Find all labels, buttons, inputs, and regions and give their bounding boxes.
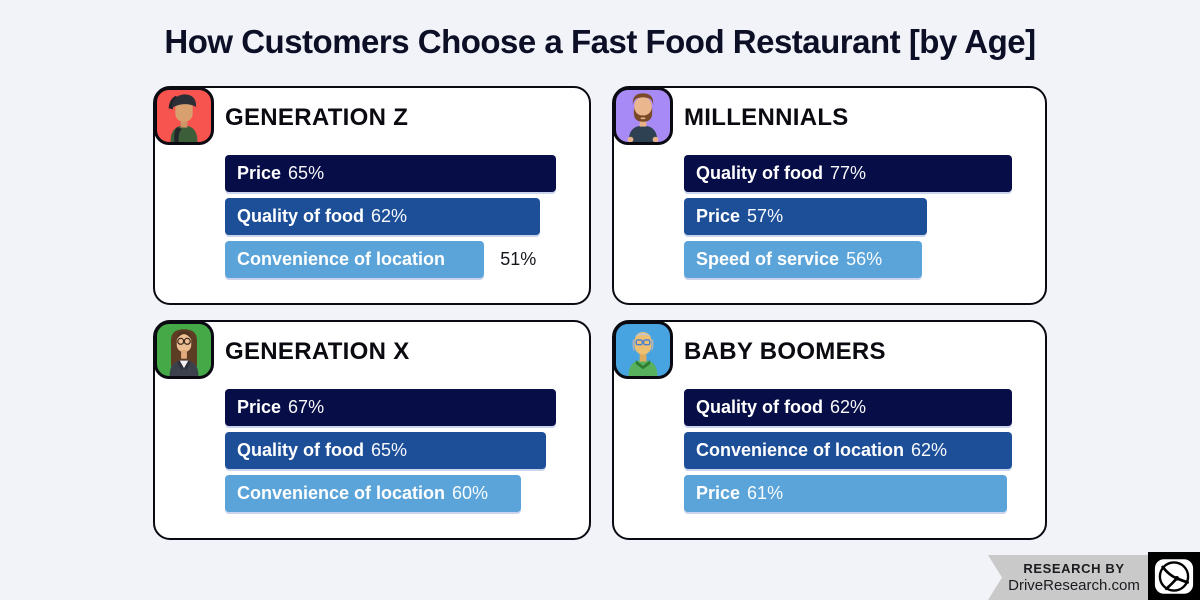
- panel-baby-boomers: BABY BOOMERS Quality of food 62% 62% Con…: [612, 320, 1047, 540]
- young-man-backwards-cap-avatar-icon: [168, 94, 198, 142]
- research-by-ribbon: RESEARCH BY DriveResearch.com: [988, 555, 1148, 600]
- older-man-glasses-avatar-icon: [628, 332, 658, 376]
- bar-value: 65%: [288, 163, 325, 183]
- panel-millennials: MILLENNIALS Quality of food 77% 77% Pric…: [612, 86, 1047, 305]
- bar-value: 77%: [829, 163, 867, 183]
- bar-label: Speed of service: [696, 249, 840, 269]
- drive-research-wheel-logo-icon: [1154, 558, 1194, 594]
- drive-research-logo: [1148, 552, 1200, 600]
- bars-generation-x: Price 67% 67% Quality of food 65% 65% Co…: [225, 389, 573, 518]
- bar-row: Speed of service 56% 56%: [684, 241, 1029, 278]
- panel-title-generation-x: GENERATION X: [225, 338, 410, 365]
- bar: Quality of food 62%: [225, 198, 541, 235]
- bar-label: Quality of food: [237, 206, 364, 226]
- bar-row: Convenience of location 51% 51%: [225, 241, 573, 278]
- bar-label: Quality of food: [696, 397, 823, 417]
- panel-title-millennials: MILLENNIALS: [684, 104, 849, 131]
- page-title: How Customers Choose a Fast Food Restaur…: [164, 23, 1036, 60]
- bar-row: Convenience of location 60% 60%: [225, 475, 573, 512]
- bar-value: 61%: [747, 483, 784, 503]
- bar: Speed of service 56%: [684, 241, 923, 278]
- panel-generation-x: GENERATION X Price 67% 67% Quality of fo…: [153, 320, 591, 540]
- panel-title-generation-z: GENERATION Z: [225, 104, 409, 131]
- bar-row: Convenience of location 62% 62%: [684, 432, 1029, 469]
- bar-value-outside: 51%: [500, 249, 537, 269]
- bar-value: 56%: [846, 249, 883, 269]
- bar-value: 57%: [747, 206, 784, 226]
- bar: Convenience of location 62%: [684, 432, 1012, 469]
- bar-label: Price: [237, 163, 282, 183]
- bar-label: Price: [696, 206, 741, 226]
- bar: Price 67%: [225, 389, 556, 426]
- panels-grid: GENERATION Z Price 65% 65% Quality of fo…: [153, 86, 1047, 540]
- panel-title-baby-boomers: BABY BOOMERS: [684, 338, 886, 365]
- bar-row: Quality of food 62% 62%: [225, 198, 573, 235]
- bar-label: Convenience of location: [237, 483, 446, 503]
- bar-label: Convenience of location: [237, 249, 446, 269]
- bearded-man-avatar-icon: [627, 93, 659, 142]
- bar-value: 62%: [370, 206, 408, 226]
- bar-row: Quality of food 62% 62%: [684, 389, 1029, 426]
- bar-row: Price 65% 65%: [225, 155, 573, 192]
- bar-value: 65%: [370, 440, 408, 460]
- footer: RESEARCH BY DriveResearch.com: [988, 552, 1200, 600]
- research-by-label: RESEARCH BY: [1023, 560, 1125, 576]
- bar-value: 62%: [829, 397, 867, 417]
- bar-row: Price 61% 61%: [684, 475, 1029, 512]
- bar-label: Quality of food: [696, 163, 823, 183]
- bar-row: Quality of food 77% 77%: [684, 155, 1029, 192]
- panel-generation-z: GENERATION Z Price 65% 65% Quality of fo…: [153, 86, 591, 305]
- bar: Quality of food 65%: [225, 432, 546, 469]
- baby-boomers-avatar: [613, 321, 673, 379]
- bar: Quality of food 77%: [684, 155, 1012, 192]
- gen-x-avatar: [154, 321, 214, 379]
- bar: Convenience of location 60%: [225, 475, 522, 512]
- bar: Convenience of location 51%: [225, 241, 485, 278]
- bar-label: Price: [237, 397, 282, 417]
- gen-z-avatar: [154, 87, 214, 145]
- bar-value: 62%: [911, 440, 948, 460]
- bar-row: Price 57% 57%: [684, 198, 1029, 235]
- bar-label: Convenience of location: [696, 440, 905, 460]
- bar-label: Price: [696, 483, 741, 503]
- bars-baby-boomers: Quality of food 62% 62% Convenience of l…: [684, 389, 1029, 518]
- bars-millennials: Quality of food 77% 77% Price 57% 57% Sp…: [684, 155, 1029, 284]
- bar: Price 57%: [684, 198, 927, 235]
- bar-row: Price 67% 67%: [225, 389, 573, 426]
- bar-value: 67%: [288, 397, 325, 417]
- bar: Quality of food 62%: [684, 389, 1012, 426]
- brand-label: DriveResearch.com: [1008, 576, 1140, 594]
- bars-generation-z: Price 65% 65% Quality of food 62% 62% Co…: [225, 155, 573, 284]
- bar-row: Quality of food 65% 65%: [225, 432, 573, 469]
- millennials-avatar: [613, 87, 673, 145]
- bar: Price 65%: [225, 155, 556, 192]
- woman-glasses-avatar-icon: [169, 329, 199, 376]
- bar-value: 60%: [452, 483, 489, 503]
- bar-label: Quality of food: [237, 440, 364, 460]
- bar: Price 61%: [684, 475, 1007, 512]
